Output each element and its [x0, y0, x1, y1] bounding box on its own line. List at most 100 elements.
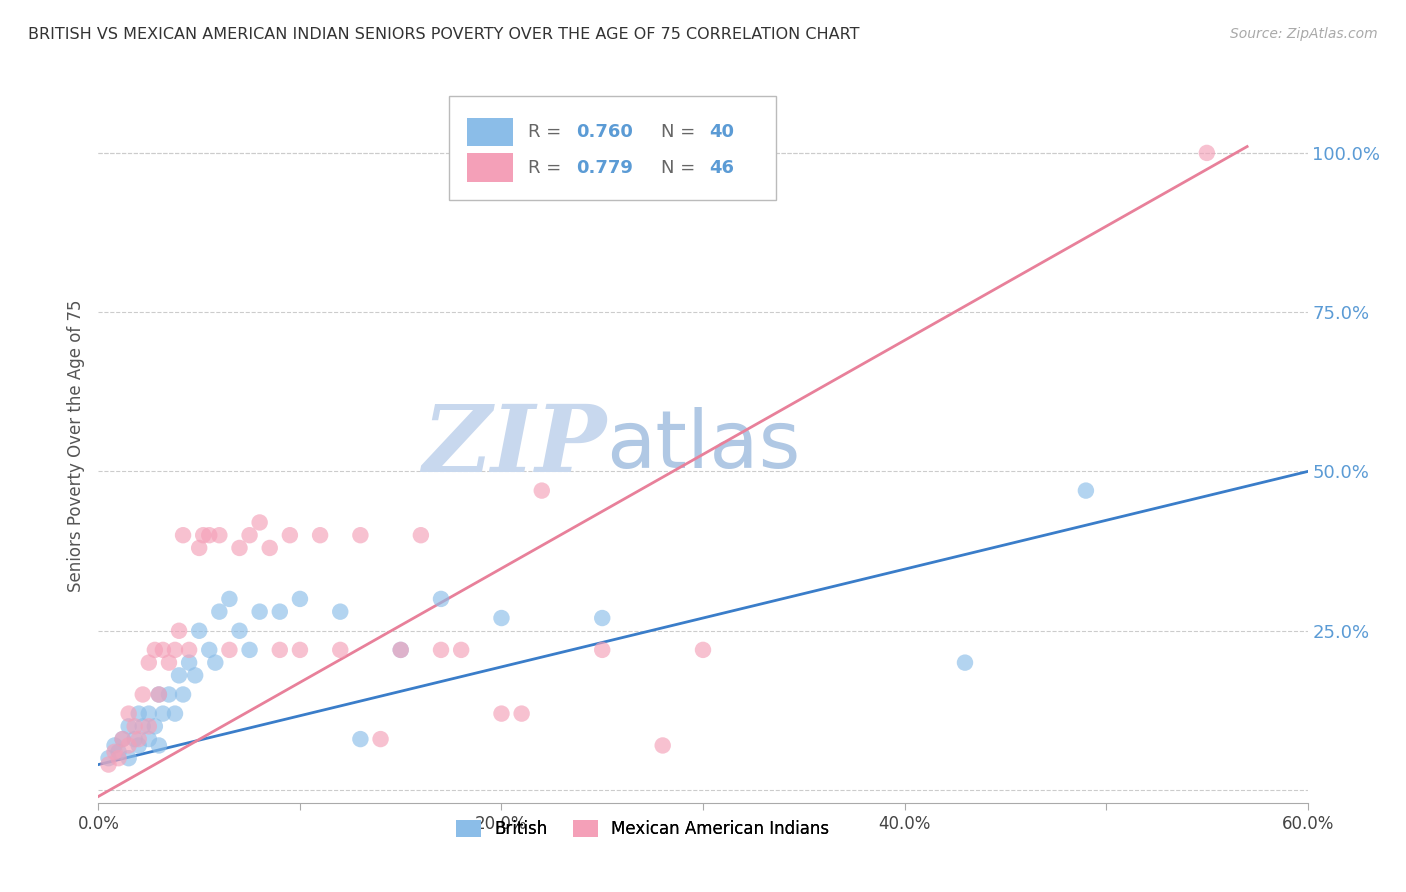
- Point: [152, 706, 174, 721]
- Point: [198, 528, 221, 542]
- Point: [163, 643, 186, 657]
- Point: [138, 732, 160, 747]
- Point: [249, 516, 271, 530]
- Point: [239, 528, 262, 542]
- Point: [167, 624, 190, 638]
- Point: [128, 732, 150, 747]
- Point: [249, 605, 271, 619]
- Point: [1195, 145, 1218, 160]
- Point: [329, 605, 352, 619]
- Point: [132, 688, 155, 702]
- Point: [349, 732, 371, 747]
- FancyBboxPatch shape: [467, 153, 513, 182]
- Point: [157, 656, 180, 670]
- Text: 46: 46: [709, 159, 734, 177]
- Point: [389, 643, 412, 657]
- Point: [97, 757, 120, 772]
- Point: [651, 739, 673, 753]
- Text: ZIP: ZIP: [422, 401, 606, 491]
- Point: [124, 732, 146, 747]
- Point: [172, 688, 194, 702]
- Point: [167, 668, 190, 682]
- Point: [163, 706, 186, 721]
- Point: [218, 643, 240, 657]
- Point: [349, 528, 371, 542]
- Text: R =: R =: [527, 159, 567, 177]
- Point: [1074, 483, 1097, 498]
- Point: [370, 732, 392, 747]
- Point: [239, 643, 262, 657]
- Point: [591, 611, 613, 625]
- Point: [111, 732, 134, 747]
- Point: [269, 643, 291, 657]
- Text: Source: ZipAtlas.com: Source: ZipAtlas.com: [1230, 27, 1378, 41]
- Point: [510, 706, 533, 721]
- Point: [118, 719, 141, 733]
- Point: [259, 541, 281, 555]
- Legend: British, Mexican American Indians: British, Mexican American Indians: [450, 813, 835, 845]
- Point: [103, 745, 125, 759]
- Point: [188, 624, 211, 638]
- Point: [288, 591, 311, 606]
- Point: [329, 643, 352, 657]
- Text: 0.779: 0.779: [576, 159, 633, 177]
- Text: atlas: atlas: [606, 407, 800, 485]
- Text: N =: N =: [661, 159, 700, 177]
- Text: BRITISH VS MEXICAN AMERICAN INDIAN SENIORS POVERTY OVER THE AGE OF 75 CORRELATIO: BRITISH VS MEXICAN AMERICAN INDIAN SENIO…: [28, 27, 859, 42]
- Point: [953, 656, 976, 670]
- Point: [269, 605, 291, 619]
- Point: [198, 643, 221, 657]
- Point: [179, 643, 201, 657]
- Point: [208, 605, 231, 619]
- Point: [152, 643, 174, 657]
- Point: [218, 591, 240, 606]
- Point: [204, 656, 226, 670]
- Point: [97, 751, 120, 765]
- Point: [138, 656, 160, 670]
- Point: [124, 719, 146, 733]
- Point: [530, 483, 553, 498]
- Point: [491, 706, 513, 721]
- Point: [288, 643, 311, 657]
- Point: [118, 739, 141, 753]
- Point: [138, 719, 160, 733]
- Point: [491, 611, 513, 625]
- Point: [184, 668, 207, 682]
- Point: [228, 624, 250, 638]
- Point: [591, 643, 613, 657]
- Point: [450, 643, 472, 657]
- Point: [208, 528, 231, 542]
- Point: [132, 719, 155, 733]
- Point: [409, 528, 432, 542]
- Point: [228, 541, 250, 555]
- Point: [128, 739, 150, 753]
- FancyBboxPatch shape: [449, 96, 776, 200]
- FancyBboxPatch shape: [467, 118, 513, 146]
- Point: [143, 643, 166, 657]
- Point: [118, 706, 141, 721]
- Y-axis label: Seniors Poverty Over the Age of 75: Seniors Poverty Over the Age of 75: [66, 300, 84, 592]
- Point: [118, 751, 141, 765]
- Text: 0.760: 0.760: [576, 123, 633, 141]
- Point: [148, 688, 170, 702]
- Point: [193, 528, 215, 542]
- Point: [389, 643, 412, 657]
- Point: [430, 591, 453, 606]
- Point: [148, 688, 170, 702]
- Text: 40: 40: [709, 123, 734, 141]
- Point: [138, 706, 160, 721]
- Point: [148, 739, 170, 753]
- Point: [179, 656, 201, 670]
- Text: R =: R =: [527, 123, 567, 141]
- Text: N =: N =: [661, 123, 700, 141]
- Point: [692, 643, 714, 657]
- Point: [103, 739, 125, 753]
- Point: [107, 745, 129, 759]
- Point: [143, 719, 166, 733]
- Point: [128, 706, 150, 721]
- Point: [188, 541, 211, 555]
- Point: [111, 732, 134, 747]
- Point: [430, 643, 453, 657]
- Point: [309, 528, 332, 542]
- Point: [157, 688, 180, 702]
